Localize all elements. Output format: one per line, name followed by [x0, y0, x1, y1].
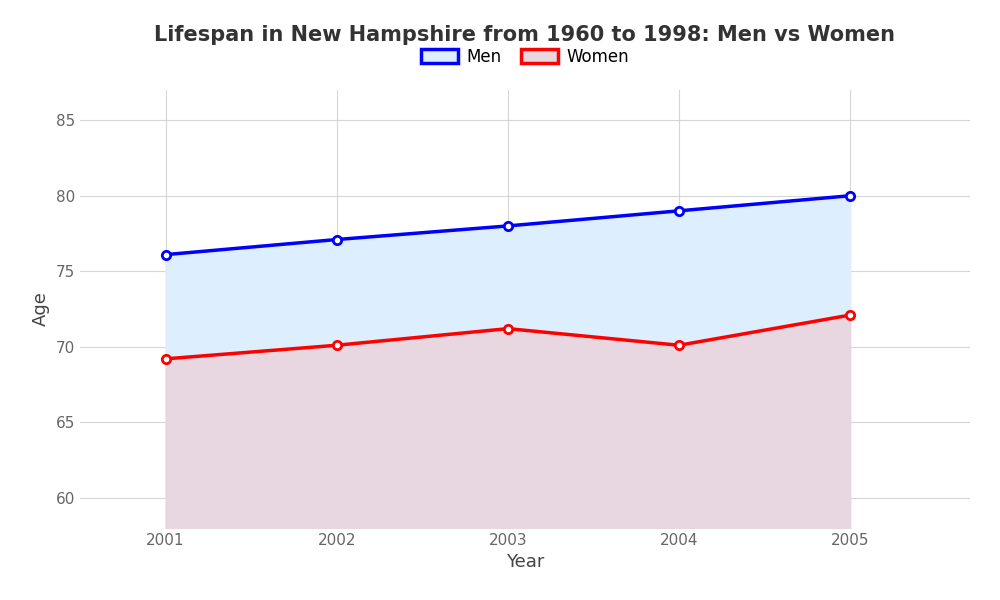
Y-axis label: Age: Age [32, 292, 50, 326]
Legend: Men, Women: Men, Women [414, 41, 636, 73]
X-axis label: Year: Year [506, 553, 544, 571]
Title: Lifespan in New Hampshire from 1960 to 1998: Men vs Women: Lifespan in New Hampshire from 1960 to 1… [154, 25, 896, 46]
